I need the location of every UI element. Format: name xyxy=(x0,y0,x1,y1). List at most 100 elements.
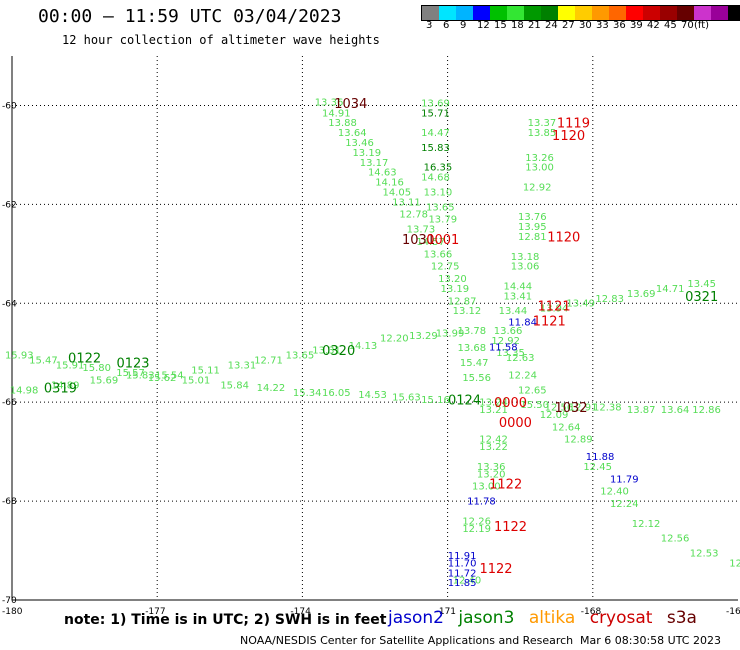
mission-legend: jason2 jason3 altika cryosat s3a xyxy=(388,608,706,628)
legend-swatch xyxy=(507,6,524,20)
wave-height-label: 13.36 xyxy=(477,462,506,473)
wave-height-label: 12.89 xyxy=(564,435,593,446)
legend-label: 30 xyxy=(579,20,592,31)
wave-height-label: 14.44 xyxy=(503,281,532,292)
y-tick-label: -68 xyxy=(2,497,17,507)
wave-height-label: 12.56 xyxy=(661,534,690,545)
wave-height-label: 13.21 xyxy=(479,405,508,416)
legend-label: 45 xyxy=(664,20,677,31)
legend-swatch xyxy=(626,6,643,20)
legend-swatch xyxy=(677,6,694,20)
wave-height-label: 13.19 xyxy=(441,284,470,295)
time-label: 1119 xyxy=(557,117,590,132)
wave-height-label: 13.22 xyxy=(479,442,508,453)
wave-height-label: 11.88 xyxy=(586,452,615,463)
wave-height-label: 14.47 xyxy=(421,128,450,139)
legend-swatch xyxy=(609,6,626,20)
x-tick-label: -174 xyxy=(290,607,311,617)
wave-height-label: 15.83 xyxy=(421,143,450,154)
wave-height-label: 13.00 xyxy=(472,482,501,493)
wave-height-label: 15.34 xyxy=(293,388,322,399)
wave-height-label: 13.06 xyxy=(511,262,540,273)
legend-swatch xyxy=(558,6,575,20)
legend-swatch xyxy=(422,6,439,20)
legend-swatch xyxy=(660,6,677,20)
legend-swatch xyxy=(592,6,609,20)
time-label: 0321 xyxy=(685,290,718,305)
wave-height-label: 12.38 xyxy=(593,403,622,414)
wave-height-label: 13.31 xyxy=(228,361,257,372)
wave-height-label: 12.86 xyxy=(692,405,721,416)
time-label: 1120 xyxy=(552,129,585,144)
wave-height-label: 16.35 xyxy=(424,163,453,174)
time-label: 1034 xyxy=(334,97,367,112)
wave-height-label: 12.45 xyxy=(583,462,612,473)
wave-height-label: 15.63 xyxy=(392,393,421,404)
time-label: 0123 xyxy=(116,357,149,372)
wave-height-label: 12.78 xyxy=(399,210,428,221)
time-label: 1122 xyxy=(479,562,512,577)
wave-height-label: 15.91 xyxy=(56,361,85,372)
wave-height-label: 12.92 xyxy=(523,183,552,194)
mission-s3a: s3a xyxy=(666,608,697,628)
wave-height-label: 13.19 xyxy=(352,148,381,159)
wave-height-label: 13.44 xyxy=(499,306,528,317)
wave-height-label: 11.91 xyxy=(448,551,477,562)
legend-swatch xyxy=(575,6,592,20)
wave-height-label: 13.69 xyxy=(627,289,656,300)
y-tick-label: -70 xyxy=(2,596,17,606)
wave-height-label: 12.87 xyxy=(448,296,477,307)
legend-label: 70 xyxy=(681,20,694,31)
wave-height-label: 15.16 xyxy=(421,395,450,406)
time-label: 1120 xyxy=(547,230,580,245)
wave-height-label: 13.37 xyxy=(528,118,557,129)
wave-height-label: 13.85 xyxy=(528,128,557,139)
wave-height-label: 12.81 xyxy=(518,232,547,243)
wave-height-label: 12.19 xyxy=(462,524,491,535)
page-title: 00:00 – 11:59 UTC 03/04/2023 xyxy=(38,6,342,27)
wave-height-label: 15.57 xyxy=(116,368,145,379)
wave-height-label: 11.72 xyxy=(448,568,477,579)
wave-height-label: 13.76 xyxy=(518,212,547,223)
wave-height-label: 12.24 xyxy=(508,370,537,381)
wave-height-label: 12.40 xyxy=(453,576,482,587)
mission-cryosat: cryosat xyxy=(589,608,653,628)
legend-label: 33 xyxy=(596,20,609,31)
x-tick-label: -177 xyxy=(145,607,165,617)
time-label: 0000 xyxy=(494,396,527,411)
wave-height-label: 15.71 xyxy=(421,108,450,119)
wave-height-label: 11.58 xyxy=(489,342,518,353)
wave-height-label: 14.57 xyxy=(416,237,445,248)
note-text: note: 1) Time is in UTC; 2) SWH is in fe… xyxy=(64,612,387,628)
wave-height-label: 15.11 xyxy=(191,365,220,376)
wave-height-label: 14.22 xyxy=(257,383,286,394)
legend-label: 36 xyxy=(613,20,626,31)
legend-label: 39 xyxy=(630,20,643,31)
wave-height-label: 14.16 xyxy=(375,178,404,189)
legend-label: 6 xyxy=(443,20,450,31)
legend-swatch xyxy=(439,6,456,20)
mission-jason3: jason3 xyxy=(458,608,515,628)
color-scale-legend xyxy=(421,5,740,21)
wave-height-label: 12.63 xyxy=(506,353,535,364)
wave-height-label: 13.66 xyxy=(424,249,453,260)
legend-swatch xyxy=(541,6,558,20)
credit-text: NOAA/NESDIS Center for Satellite Applica… xyxy=(240,634,574,647)
wave-height-label: 13.31 xyxy=(312,346,341,357)
wave-height-label: 12 xyxy=(729,558,740,569)
wave-height-label: 13.99 xyxy=(436,328,465,339)
y-tick-label: -66 xyxy=(2,398,17,408)
wave-height-label: 13.35 xyxy=(496,348,525,359)
wave-height-label: 13.73 xyxy=(407,225,436,236)
wave-height-label: 13.20 xyxy=(438,274,467,285)
legend-swatch xyxy=(643,6,660,20)
wave-height-label: 15.47 xyxy=(29,356,58,367)
wave-height-label: 13.18 xyxy=(511,252,540,263)
y-tick-label: -64 xyxy=(2,299,17,309)
legend-label: 9 xyxy=(460,20,467,31)
legend-swatch xyxy=(473,6,490,20)
wave-height-label: 15.83 xyxy=(126,370,155,381)
wave-height-label: 12.26 xyxy=(462,516,491,527)
wave-height-label: 15.62 xyxy=(148,373,177,384)
mission-altika: altika xyxy=(528,608,576,628)
